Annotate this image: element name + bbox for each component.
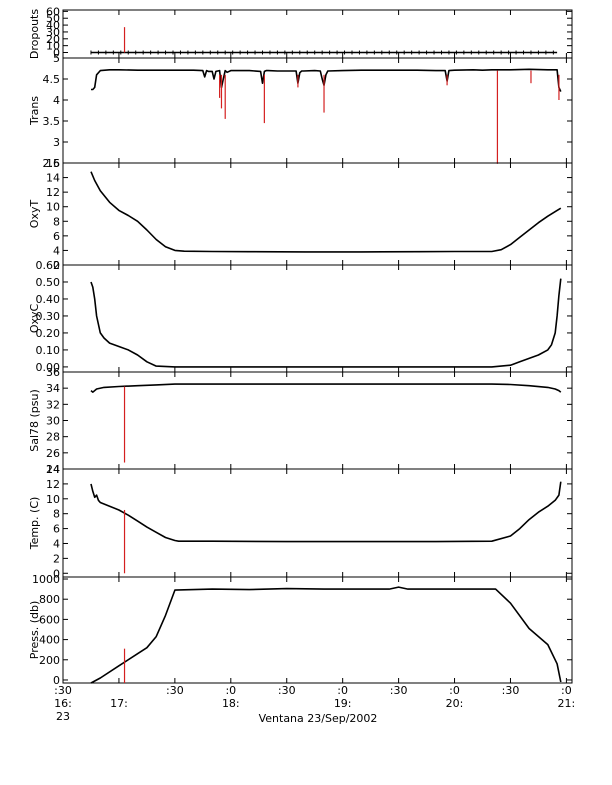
y-tick-label: 400 — [39, 634, 60, 647]
y-tick-label: 26 — [46, 447, 60, 460]
y-tick-label: 12 — [46, 478, 60, 491]
x-tick-label: 18: — [222, 697, 240, 710]
y-tick-label: 32 — [46, 398, 60, 411]
y-tick-label: 60 — [46, 5, 60, 18]
y-axis-label: Temp. (C) — [28, 497, 41, 551]
y-tick-label: 5 — [53, 52, 60, 65]
y-tick-label: 40 — [46, 19, 60, 32]
x-tick-label: :0 — [337, 684, 348, 697]
y-tick-label: 800 — [39, 593, 60, 606]
y-tick-label: 0 — [53, 47, 60, 60]
y-tick-label: 0.00 — [36, 361, 61, 374]
y-tick-label: 50 — [46, 12, 60, 25]
y-axis-label: OxyC — [28, 304, 41, 334]
y-tick-label: 30 — [46, 26, 60, 39]
panel-frame — [62, 576, 573, 684]
y-tick-label: 14 — [46, 463, 60, 476]
y-tick-label: 8 — [53, 508, 60, 521]
panel-frame — [62, 162, 573, 266]
series-line — [91, 68, 562, 92]
y-tick-label: 3 — [53, 136, 60, 149]
y-tick-label: 4 — [53, 537, 60, 550]
y-tick-label: 16 — [46, 157, 60, 170]
x-tick-label: 16: — [54, 697, 72, 710]
y-tick-label: 2.5 — [43, 157, 61, 170]
y-tick-label: 2 — [53, 552, 60, 565]
y-axis-label: Dropouts — [28, 9, 41, 59]
panel-frame — [62, 9, 573, 59]
y-axis-label: Trans — [28, 96, 41, 126]
x-tick-label: :30 — [502, 684, 520, 697]
y-tick-label: 36 — [46, 366, 60, 379]
x-tick-label: 17: — [110, 697, 128, 710]
series-line — [90, 171, 562, 253]
x-tick-label: 21: — [558, 697, 576, 710]
y-axis-label: OxyT — [28, 200, 41, 229]
x-tick-label: :0 — [561, 684, 572, 697]
x-tick-label: 23 — [56, 710, 70, 723]
series-line — [90, 278, 562, 368]
x-tick-label: :0 — [225, 684, 236, 697]
x-axis-label: Ventana 23/Sep/2002 — [259, 712, 378, 725]
y-tick-label: 0.30 — [36, 310, 61, 323]
y-tick-label: 28 — [46, 431, 60, 444]
y-tick-label: 4.5 — [43, 73, 61, 86]
y-tick-label: 0.60 — [36, 259, 61, 272]
y-tick-label: 0.50 — [36, 276, 61, 289]
panel-3: 0.00 0.10 0.20 0.30 0.40 0.50 0.60 OxyC — [28, 259, 573, 374]
x-tick-label: :30 — [166, 684, 184, 697]
y-tick-label: 14 — [46, 172, 60, 185]
y-tick-label: 0.40 — [36, 293, 61, 306]
y-tick-label: 0 — [53, 567, 60, 580]
x-tick-label: 19: — [334, 697, 352, 710]
y-tick-label: 10 — [46, 40, 60, 53]
series-line — [90, 586, 562, 684]
x-tick-label: 20: — [446, 697, 464, 710]
y-axis-label: Sal78 (psu) — [28, 389, 41, 452]
y-tick-label: 600 — [39, 613, 60, 626]
chart-panels: 0102030405060Dropouts2.533.544.55Trans24… — [28, 5, 573, 687]
panel-frame — [62, 57, 573, 164]
y-tick-label: 0.20 — [36, 327, 61, 340]
x-tick-label: :30 — [54, 684, 72, 697]
y-tick-label: 200 — [39, 654, 60, 667]
y-tick-label: 34 — [46, 382, 60, 395]
series-line — [90, 383, 562, 394]
x-tick-label: :30 — [390, 684, 408, 697]
y-tick-label: 1000 — [32, 573, 60, 586]
panel-1: 2.5 3 3.5 4 4.5 5 Trans — [28, 52, 573, 170]
y-tick-label: 6 — [53, 230, 60, 243]
y-tick-label: 20 — [46, 33, 60, 46]
y-tick-label: 30 — [46, 415, 60, 428]
y-tick-label: 0 — [53, 674, 60, 687]
x-tick-label: :0 — [449, 684, 460, 697]
y-tick-label: 8 — [53, 215, 60, 228]
y-tick-label: 4 — [53, 244, 60, 257]
y-tick-label: 10 — [46, 493, 60, 506]
y-axis-label: Press. (db) — [28, 601, 41, 660]
panel-frame — [62, 371, 573, 470]
y-tick-label: 2 — [53, 259, 60, 272]
y-tick-label: 0.10 — [36, 344, 61, 357]
y-tick-label: 10 — [46, 201, 60, 214]
y-tick-label: 3.5 — [43, 115, 61, 128]
y-tick-label: 12 — [46, 186, 60, 199]
series-line — [90, 481, 562, 543]
y-tick-label: 4 — [53, 94, 60, 107]
panel-6: 0 200 400 600 800 1000 Press. (db) — [28, 573, 573, 687]
y-tick-label: 24 — [46, 463, 60, 476]
x-axis: :3016:2317::30:018::30:019::30:020::30:0… — [54, 684, 575, 723]
x-tick-label: :30 — [278, 684, 296, 697]
panel-4: 24 26 28 30 32 34 36 Sal78 (psu) — [28, 366, 573, 476]
y-tick-label: 6 — [53, 523, 60, 536]
